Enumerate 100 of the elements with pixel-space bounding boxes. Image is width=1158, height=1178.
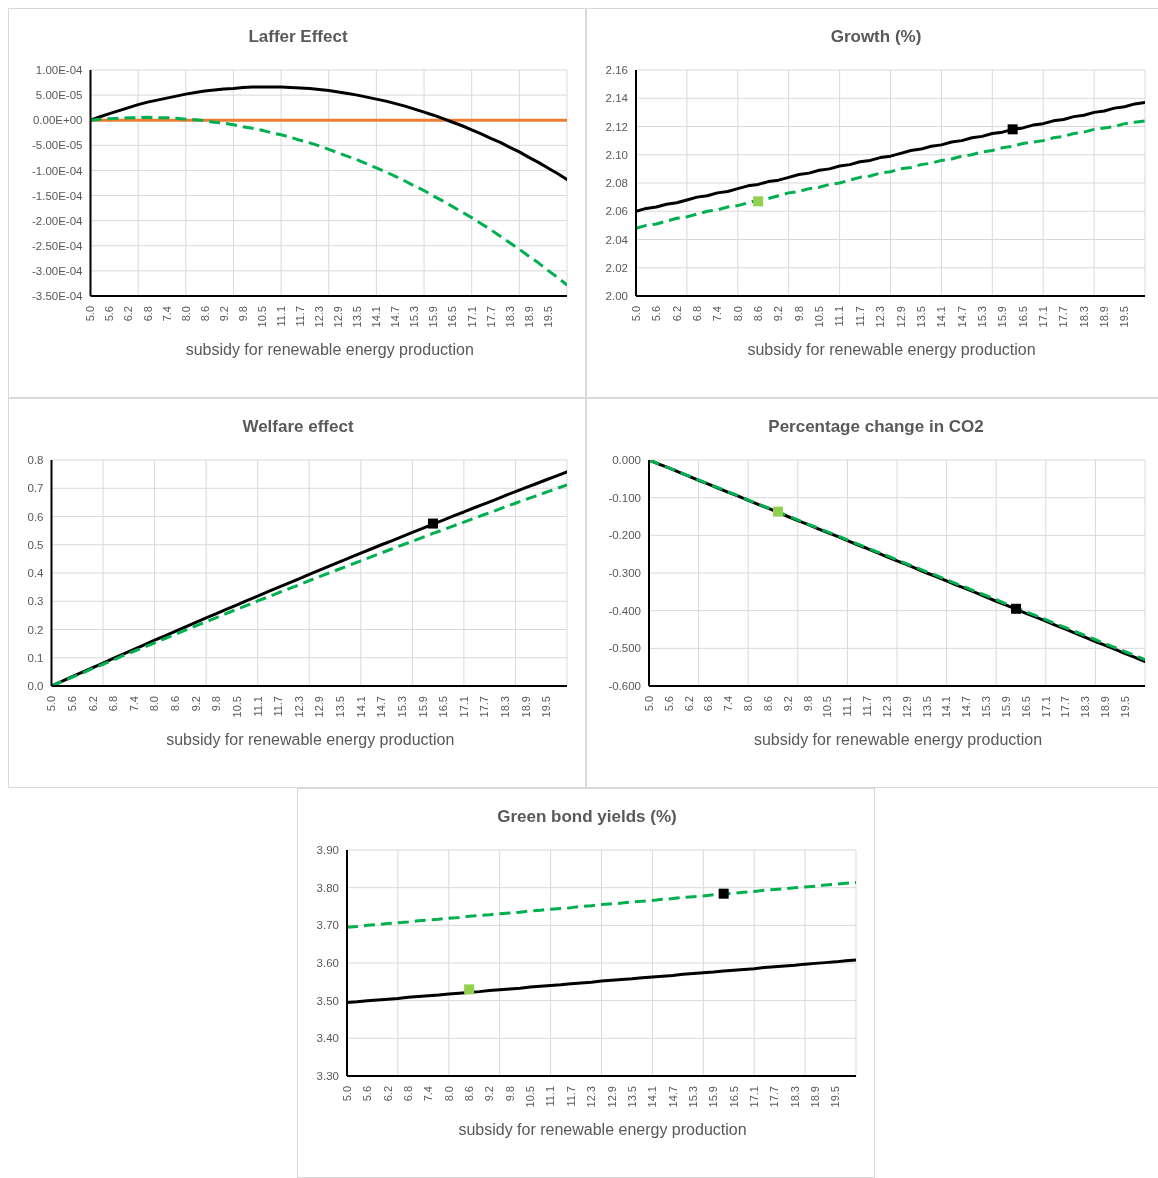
x-tick-label: 8.0: [442, 1086, 455, 1102]
x-tick-label: 7.4: [160, 306, 173, 322]
x-tick-label: 14.7: [960, 696, 973, 718]
y-tick-label: -0.200: [608, 529, 641, 542]
x-tick-label: 12.9: [894, 306, 907, 328]
x-tick-label: 15.3: [980, 696, 993, 718]
y-tick-label: 3.80: [316, 881, 339, 894]
x-tick-label: 14.1: [370, 306, 383, 328]
x-tick-label: 10.5: [255, 306, 268, 328]
x-tick-label: 6.8: [141, 306, 154, 322]
x-tick-label: 6.2: [670, 306, 683, 322]
y-tick-label: 2.10: [605, 148, 628, 161]
y-tick-label: 0.8: [27, 454, 44, 467]
x-tick-label: 17.7: [768, 1086, 781, 1108]
line-series: [90, 115, 567, 287]
x-tick-label: 18.3: [788, 1086, 801, 1108]
x-tick-label: 11.7: [861, 696, 874, 717]
x-tick-label: 5.6: [65, 696, 78, 712]
x-tick-label: 19.5: [829, 1086, 842, 1108]
x-tick-label: 6.8: [107, 696, 120, 712]
x-tick-label: 12.9: [313, 696, 326, 718]
x-tick-label: 15.9: [999, 696, 1012, 718]
x-tick-label: 17.7: [484, 306, 497, 328]
x-tick-label: 5.0: [629, 306, 642, 322]
y-tick-label: 0.6: [27, 510, 44, 523]
x-axis-title: subsidy for renewable energy production: [457, 1120, 748, 1140]
x-tick-label: 16.5: [437, 696, 450, 718]
y-tick-label: -3.00E-04: [31, 264, 84, 277]
x-tick-label: 6.2: [682, 696, 695, 712]
x-tick-label: 12.3: [585, 1086, 598, 1108]
y-tick-label: 0.4: [27, 567, 45, 580]
x-tick-label: 18.3: [1077, 306, 1090, 328]
y-tick-label: -3.50E-04: [31, 290, 84, 303]
y-tick-label: 0.7: [27, 482, 44, 495]
x-tick-label: 17.1: [1039, 696, 1052, 718]
x-tick-label: 14.1: [935, 306, 948, 328]
x-tick-label: 10.5: [821, 696, 834, 718]
x-tick-label: 17.1: [748, 1086, 761, 1108]
y-tick-label: 2.12: [605, 120, 628, 133]
x-tick-label: 6.8: [690, 306, 703, 322]
y-tick-label: 0.3: [27, 595, 44, 608]
x-tick-label: 5.0: [45, 696, 58, 712]
x-tick-label: 5.0: [642, 696, 655, 712]
x-axis-title: subsidy for renewable energy production: [752, 730, 1044, 750]
x-tick-label: 7.4: [127, 696, 140, 712]
chart-title: Growth (%): [829, 26, 923, 48]
y-tick-label: 5.00E-05: [35, 89, 83, 102]
x-tick-label: 10.5: [524, 1086, 537, 1108]
y-tick-label: 2.08: [605, 177, 628, 190]
x-tick-label: 18.3: [1079, 696, 1092, 718]
x-tick-label: 8.0: [148, 696, 161, 712]
x-tick-label: 11.1: [274, 306, 287, 327]
y-tick-label: -1.50E-04: [31, 189, 84, 202]
x-tick-label: 11.7: [294, 306, 307, 327]
x-tick-label: 9.8: [236, 306, 249, 322]
y-tick-label: 3.90: [316, 844, 339, 857]
x-tick-label: 7.4: [422, 1086, 435, 1102]
x-tick-label: 15.3: [686, 1086, 699, 1108]
x-tick-label: 14.7: [955, 306, 968, 328]
y-tick-label: 0.1: [27, 651, 44, 664]
x-tick-label: 12.3: [313, 306, 326, 328]
y-tick-label: -5.00E-05: [31, 139, 83, 152]
x-tick-label: 14.7: [375, 696, 388, 718]
x-tick-label: 9.2: [189, 696, 202, 712]
x-tick-label: 16.5: [1019, 696, 1032, 718]
x-tick-label: 8.6: [198, 306, 211, 322]
x-tick-label: 9.2: [781, 696, 794, 712]
x-tick-label: 18.9: [809, 1086, 822, 1108]
x-tick-label: 11.1: [544, 1086, 557, 1107]
x-tick-label: 6.8: [702, 696, 715, 712]
x-tick-label: 5.6: [650, 306, 663, 322]
x-tick-label: 19.5: [541, 306, 554, 328]
x-tick-label: 16.5: [1016, 306, 1029, 328]
x-tick-label: 8.0: [742, 696, 755, 712]
x-tick-label: 5.6: [361, 1086, 374, 1102]
x-axis-title: subsidy for renewable energy production: [746, 340, 1037, 360]
x-tick-label: 18.3: [503, 306, 516, 328]
x-tick-label: 11.7: [853, 306, 866, 327]
x-tick-label: 9.2: [772, 306, 785, 322]
x-tick-label: 17.1: [457, 696, 470, 718]
line-series: [636, 119, 1145, 230]
x-axis-title: subsidy for renewable energy production: [165, 730, 456, 750]
x-tick-label: 17.1: [465, 306, 478, 328]
x-tick-label: 19.5: [1119, 696, 1132, 718]
x-tick-label: 5.6: [103, 306, 116, 322]
line-series: [347, 880, 856, 929]
y-tick-label: 2.14: [605, 92, 629, 105]
x-tick-label: 13.5: [914, 306, 927, 328]
x-tick-label: 12.3: [874, 306, 887, 328]
x-tick-label: 13.5: [334, 696, 347, 718]
y-tick-label: 2.06: [605, 205, 628, 218]
y-tick-label: -0.600: [608, 680, 641, 693]
x-tick-label: 9.2: [483, 1086, 496, 1102]
y-tick-label: -0.300: [608, 567, 641, 580]
y-tick-label: 2.04: [605, 233, 629, 246]
x-tick-label: 14.1: [354, 696, 367, 718]
x-tick-label: 12.9: [605, 1086, 618, 1108]
y-tick-label: 1.00E-04: [35, 64, 84, 77]
x-tick-label: 11.7: [564, 1086, 577, 1107]
y-tick-label: 3.30: [316, 1070, 339, 1083]
